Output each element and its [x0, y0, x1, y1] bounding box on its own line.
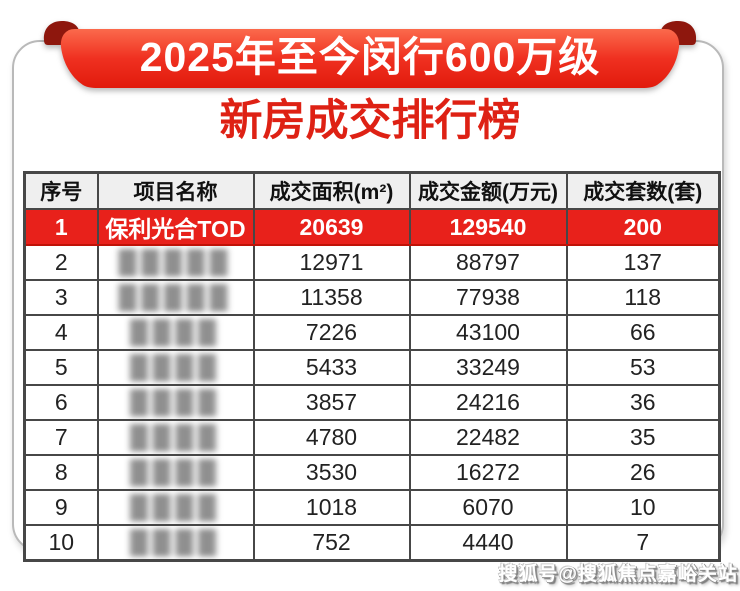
units-cell: 118: [565, 279, 721, 316]
amount-cell: 77938: [408, 279, 568, 316]
col-header-rank: 序号: [23, 171, 99, 210]
amount-cell: 43100: [408, 314, 568, 351]
area-cell: 20639: [252, 208, 411, 246]
area-cell: 11358: [252, 279, 411, 316]
area-cell: 5433: [252, 349, 411, 386]
banner-title: 2025年至今闵行600万级: [139, 34, 601, 80]
amount-cell: 16272: [408, 454, 568, 491]
units-cell: 36: [565, 384, 721, 421]
units-cell: 137: [565, 244, 721, 281]
rank-cell: 1: [23, 208, 99, 246]
redacted-name: ████: [130, 459, 221, 485]
name-cell: ████: [96, 454, 255, 491]
rank-cell: 10: [23, 524, 99, 562]
units-cell: 7: [565, 524, 721, 562]
units-cell: 35: [565, 419, 721, 456]
units-cell: 66: [565, 314, 721, 351]
units-cell: 10: [565, 489, 721, 526]
ribbon-banner: [43, 21, 697, 88]
rank-cell: 6: [23, 384, 99, 421]
rank-cell: 5: [23, 349, 99, 386]
area-cell: 3530: [252, 454, 411, 491]
redacted-name: ████: [130, 319, 221, 345]
ranking-table: 序号 项目名称 成交面积(m²) 成交金额(万元) 成交套数(套) 1 保利光合…: [23, 171, 721, 562]
table-row: 4 ████ 7226 43100 66: [23, 314, 721, 351]
amount-cell: 33249: [408, 349, 568, 386]
table-row: 3 █████ 11358 77938 118: [23, 279, 721, 316]
area-cell: 12971: [252, 244, 411, 281]
amount-cell: 88797: [408, 244, 568, 281]
col-header-area: 成交面积(m²): [252, 171, 411, 210]
name-cell: ████: [96, 314, 255, 351]
amount-cell: 24216: [408, 384, 568, 421]
name-cell: ████: [96, 384, 255, 421]
redacted-name: ████: [130, 354, 221, 380]
name-cell: 保利光合TOD: [96, 208, 255, 246]
table-row: 9 ████ 1018 6070 10: [23, 489, 721, 526]
units-cell: 26: [565, 454, 721, 491]
watermark-sohu: 搜狐号@搜狐焦点嘉峪关站: [498, 564, 738, 585]
name-cell: █████: [96, 279, 255, 316]
table-row: 10 ████ 752 4440 7: [23, 524, 721, 562]
rank-cell: 9: [23, 489, 99, 526]
ribbon-body: [60, 29, 680, 88]
redacted-name: ████: [130, 529, 221, 555]
name-cell: ████: [96, 489, 255, 526]
table-row: 7 ████ 4780 22482 35: [23, 419, 721, 456]
amount-cell: 6070: [408, 489, 568, 526]
units-cell: 53: [565, 349, 721, 386]
table-header-row: 序号 项目名称 成交面积(m²) 成交金额(万元) 成交套数(套): [23, 171, 721, 210]
table-row: 5 ████ 5433 33249 53: [23, 349, 721, 386]
table-row: 1 保利光合TOD 20639 129540 200: [23, 208, 721, 246]
redacted-name: ████: [130, 424, 221, 450]
area-cell: 752: [252, 524, 411, 562]
units-cell: 200: [565, 208, 721, 246]
table-row: 8 ████ 3530 16272 26: [23, 454, 721, 491]
rank-cell: 3: [23, 279, 99, 316]
rank-cell: 7: [23, 419, 99, 456]
name-cell: ████: [96, 419, 255, 456]
area-cell: 3857: [252, 384, 411, 421]
redacted-name: █████: [118, 249, 233, 275]
table-row: 2 █████ 12971 88797 137: [23, 244, 721, 281]
rank-cell: 8: [23, 454, 99, 491]
name-cell: ████: [96, 349, 255, 386]
amount-cell: 22482: [408, 419, 568, 456]
col-header-units: 成交套数(套): [565, 171, 721, 210]
col-header-name: 项目名称: [96, 171, 255, 210]
rank-cell: 2: [23, 244, 99, 281]
redacted-name: ████: [130, 494, 221, 520]
area-cell: 7226: [252, 314, 411, 351]
amount-cell: 129540: [408, 208, 568, 246]
area-cell: 1018: [252, 489, 411, 526]
page-subtitle: 新房成交排行榜: [219, 97, 521, 145]
area-cell: 4780: [252, 419, 411, 456]
amount-cell: 4440: [408, 524, 568, 562]
rank-cell: 4: [23, 314, 99, 351]
name-cell: ████: [96, 524, 255, 562]
name-cell: █████: [96, 244, 255, 281]
table-row: 6 ████ 3857 24216 36: [23, 384, 721, 421]
redacted-name: █████: [118, 284, 233, 310]
col-header-amount: 成交金额(万元): [408, 171, 568, 210]
redacted-name: ████: [130, 389, 221, 415]
